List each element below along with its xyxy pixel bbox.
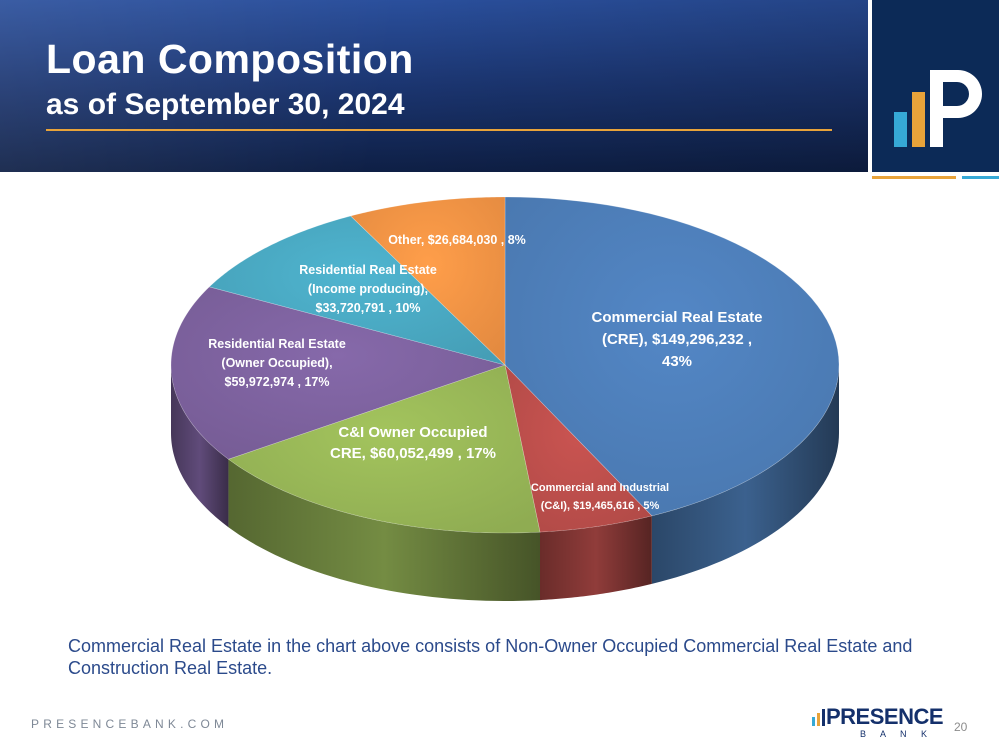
pie-side-walls: [171, 365, 839, 601]
pie-label-1: Commercial Real Estate (CRE), $149,296,23…: [592, 309, 763, 370]
presence-bank-logo-tile: [872, 0, 999, 172]
pie-slice-1[interactable]: [504, 196, 840, 517]
pie-label-5: Residential Real Estate (Income producing…: [299, 263, 437, 315]
pie-slice-6[interactable]: [350, 196, 506, 366]
chart-footnote: Commercial Real Estate in the chart abov…: [68, 636, 913, 678]
pie-label-4: Residential Real Estate (Owner Occupied),…: [208, 337, 346, 389]
pie-slices: [170, 196, 840, 534]
logo-bar-short: [812, 717, 815, 726]
presence-bank-p-logo-icon: [894, 70, 982, 147]
pie-labels: Commercial Real Estate (CRE), $149,296,23…: [208, 233, 762, 512]
logo-bar-mid: [817, 713, 820, 726]
logo-underline-gold: [872, 176, 956, 179]
header-divider: [46, 129, 832, 131]
slide-header: Loan Composition as of September 30, 202…: [0, 0, 868, 172]
footer-presence-bank-logo: PRESENCE B A N K: [808, 704, 944, 744]
pie-label-3: C&I Owner Occupied CRE, $60,052,499 , 17%: [330, 424, 496, 462]
loan-composition-pie-chart: Commercial Real Estate (CRE), $149,296,23…: [170, 196, 840, 601]
footer-logo-wordmark: PRESENCE: [826, 704, 944, 729]
pie-slice-3[interactable]: [227, 364, 541, 534]
slide-title: Loan Composition: [46, 36, 414, 82]
pie-side-4: [171, 365, 229, 528]
website-url[interactable]: PRESENCEBANK.COM: [31, 717, 229, 731]
pie-side-2: [540, 515, 652, 601]
slide-subtitle: as of September 30, 2024: [46, 88, 405, 121]
pie-side-3: [228, 459, 540, 601]
page-number: 20: [954, 720, 968, 734]
pie-slice-5[interactable]: [208, 215, 507, 366]
pie-label-2: Commercial and Industrial (C&I), $19,465,…: [531, 482, 669, 512]
pie-label-6: Other, $26,684,030 , 8%: [388, 233, 526, 247]
pie-slice-4[interactable]: [170, 286, 507, 460]
footer-logo-subtext: B A N K: [860, 729, 934, 739]
logo-bar-tall: [822, 709, 825, 726]
pie-side-1: [651, 365, 839, 584]
logo-underline-blue: [962, 176, 999, 179]
header-sheen: [0, 0, 868, 172]
pie-slice-2[interactable]: [504, 364, 653, 533]
